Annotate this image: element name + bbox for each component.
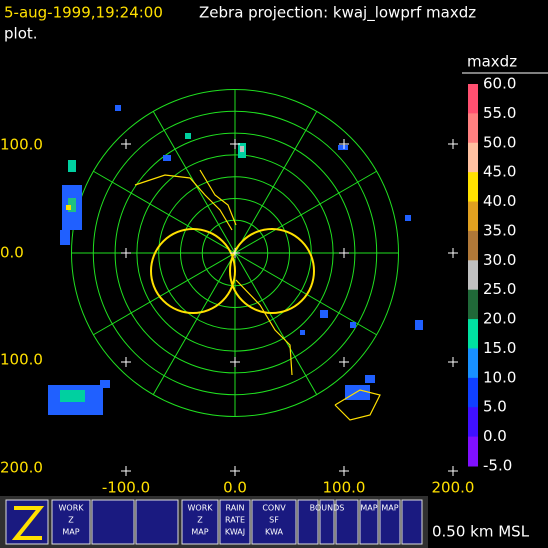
colorbar-segment bbox=[468, 142, 478, 173]
colorbar-segment bbox=[468, 407, 478, 438]
button-label: CONV bbox=[262, 504, 286, 513]
button-label: SF bbox=[269, 516, 279, 525]
colorbar-segment bbox=[468, 84, 478, 114]
echoes bbox=[48, 105, 423, 415]
y-label: 0.0 bbox=[0, 244, 24, 262]
grid-cross bbox=[339, 248, 349, 258]
grid-cross bbox=[230, 248, 240, 258]
colorbar-label: 10.0 bbox=[483, 368, 516, 386]
x-label: -100.0 bbox=[102, 479, 150, 497]
y-label: 200.0 bbox=[0, 459, 43, 477]
button-label: Z bbox=[197, 516, 203, 525]
colorbar-segment bbox=[468, 230, 478, 261]
colorbar-segment bbox=[468, 260, 478, 291]
grid-cross bbox=[121, 357, 131, 367]
colorbar-segment bbox=[468, 348, 478, 379]
tool-button[interactable] bbox=[401, 499, 423, 545]
button-label: MAP bbox=[62, 528, 79, 537]
colorbar-segment bbox=[468, 172, 478, 203]
colorbar-title: maxdz bbox=[467, 53, 517, 71]
x-label: 0.0 bbox=[223, 479, 247, 497]
grid-cross bbox=[339, 139, 349, 149]
tool-button[interactable] bbox=[219, 499, 251, 545]
grid-cross bbox=[339, 466, 349, 476]
timestamp: 5-aug-1999,19:24:00 bbox=[4, 4, 163, 22]
colorbar-label: 50.0 bbox=[483, 133, 516, 151]
grid-cross bbox=[339, 357, 349, 367]
tool-button[interactable] bbox=[251, 499, 297, 545]
tool-button[interactable] bbox=[51, 499, 91, 545]
button-label: RAIN bbox=[225, 504, 244, 513]
tool-button[interactable] bbox=[319, 499, 335, 545]
button-label: Z bbox=[68, 516, 74, 525]
colorbar-label: 45.0 bbox=[483, 163, 516, 181]
button-label: WORK bbox=[58, 504, 84, 513]
x-label: 200.0 bbox=[432, 479, 475, 497]
grid-cross bbox=[121, 248, 131, 258]
grid-cross bbox=[448, 466, 458, 476]
grid-cross bbox=[448, 357, 458, 367]
colorbar-segment bbox=[468, 436, 478, 467]
colorbar-label: 55.0 bbox=[483, 104, 516, 122]
button-label: WORK bbox=[187, 504, 213, 513]
colorbar-label: 40.0 bbox=[483, 192, 516, 210]
figure-eight bbox=[150, 228, 315, 314]
radar-plot: -100.0 0.0 100.0 200.0 100.0 0.0 100.0 200.0 bbox=[0, 89, 475, 497]
y-label: 100.0 bbox=[0, 351, 43, 369]
button-label: BOUNDS bbox=[310, 504, 345, 513]
button-label: KWA bbox=[265, 528, 283, 537]
coastlines bbox=[134, 169, 381, 421]
title: Zebra projection: kwaj_lowprf maxdz bbox=[199, 4, 476, 23]
colorbar-segment bbox=[468, 377, 478, 408]
tool-button[interactable] bbox=[379, 499, 401, 545]
button-label: MAP bbox=[191, 528, 208, 537]
grid-cross bbox=[230, 466, 240, 476]
grid-cross bbox=[230, 139, 240, 149]
tool-button[interactable] bbox=[135, 499, 179, 545]
toolbar: WORK Z MAP WORK Z MAP RAIN RATE KWAJ CONV SF KWA BOU… bbox=[0, 496, 428, 548]
colorbar-label: 15.0 bbox=[483, 339, 516, 357]
grid-cross bbox=[230, 357, 240, 367]
y-label: 100.0 bbox=[0, 136, 43, 154]
tool-button[interactable] bbox=[359, 499, 379, 545]
grid-cross bbox=[448, 139, 458, 149]
title-cont: plot. bbox=[4, 25, 38, 43]
tool-button[interactable] bbox=[297, 499, 319, 545]
grid-cross bbox=[448, 248, 458, 258]
z-glyph bbox=[11, 506, 45, 540]
colorbar-label: 60.0 bbox=[483, 75, 516, 93]
colorbar-label: 20.0 bbox=[483, 310, 516, 328]
colorbar-label: 5.0 bbox=[483, 398, 507, 416]
colorbar-label: 30.0 bbox=[483, 251, 516, 269]
button-label: RATE bbox=[225, 516, 245, 525]
colorbar-segment bbox=[468, 289, 478, 320]
x-label: 100.0 bbox=[323, 479, 366, 497]
colorbar-segment bbox=[468, 201, 478, 232]
tool-button[interactable] bbox=[181, 499, 219, 545]
colorbar: maxdz 60.0 55.0 50.0 45.0 40.0 35.0 30.0 25.0 20.… bbox=[462, 53, 548, 475]
colorbar-label: 25.0 bbox=[483, 280, 516, 298]
colorbar-segment bbox=[468, 113, 478, 144]
colorbar-label: -5.0 bbox=[483, 457, 512, 475]
colorbar-label: 0.0 bbox=[483, 427, 507, 445]
grid-cross bbox=[121, 466, 131, 476]
button-label: MAP bbox=[381, 504, 398, 513]
colorbar-segment bbox=[468, 319, 478, 349]
button-label: MAP bbox=[360, 504, 377, 513]
grid-cross bbox=[121, 139, 131, 149]
button-label: KWAJ bbox=[225, 528, 245, 537]
altitude: 0.50 km MSL bbox=[432, 523, 530, 541]
tool-button[interactable] bbox=[335, 499, 359, 545]
tool-button[interactable] bbox=[91, 499, 135, 545]
colorbar-label: 35.0 bbox=[483, 221, 516, 239]
